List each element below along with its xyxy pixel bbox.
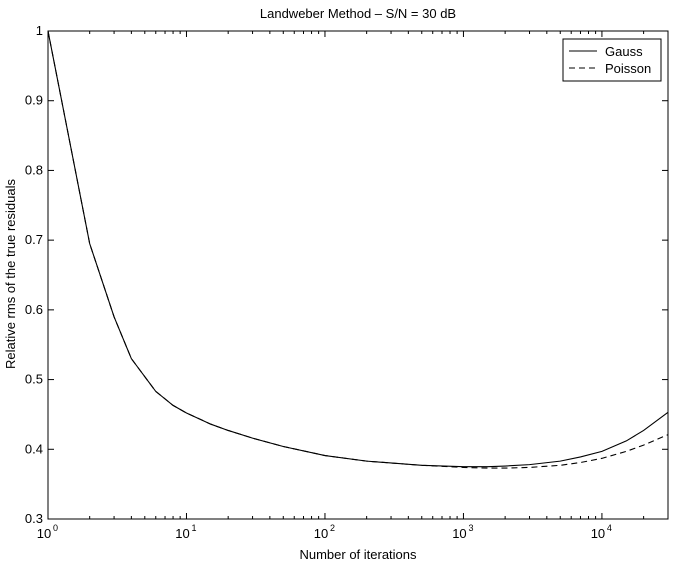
x-tick-label: 10	[452, 526, 466, 541]
x-tick-label: 10	[175, 526, 189, 541]
y-tick-label: 1	[36, 23, 43, 38]
x-axis-label: Number of iterations	[299, 547, 417, 562]
plot-frame	[47, 30, 669, 520]
series-line-gauss	[47, 30, 669, 468]
x-tick-label: 10	[37, 526, 51, 541]
legend-box	[562, 38, 662, 82]
y-axis-label: Relative rms of the true residuals	[3, 178, 18, 369]
y-tick-label: 0.4	[25, 441, 43, 456]
x-tick-label-exponent: 4	[607, 523, 612, 533]
chart-title: Landweber Method – S/N = 30 dB	[260, 6, 456, 21]
x-tick-label-exponent: 0	[53, 523, 58, 533]
x-tick-label-exponent: 3	[468, 523, 473, 533]
x-tick-label: 10	[591, 526, 605, 541]
legend-label-poisson: Poisson	[605, 61, 651, 76]
y-tick-label: 0.8	[25, 162, 43, 177]
series-layer	[47, 30, 669, 469]
y-tick-label: 0.3	[25, 511, 43, 526]
legend: Gauss Poisson	[562, 38, 662, 82]
y-tick-label: 0.5	[25, 372, 43, 387]
series-line-poisson	[47, 30, 669, 469]
x-tick-label: 10	[314, 526, 328, 541]
y-tick-label: 0.9	[25, 93, 43, 108]
axes	[47, 30, 669, 520]
y-tick-label: 0.6	[25, 302, 43, 317]
y-tick-label: 0.7	[25, 232, 43, 247]
x-tick-label-exponent: 2	[330, 523, 335, 533]
x-tick-label-exponent: 1	[191, 523, 196, 533]
legend-label-gauss: Gauss	[605, 44, 643, 59]
